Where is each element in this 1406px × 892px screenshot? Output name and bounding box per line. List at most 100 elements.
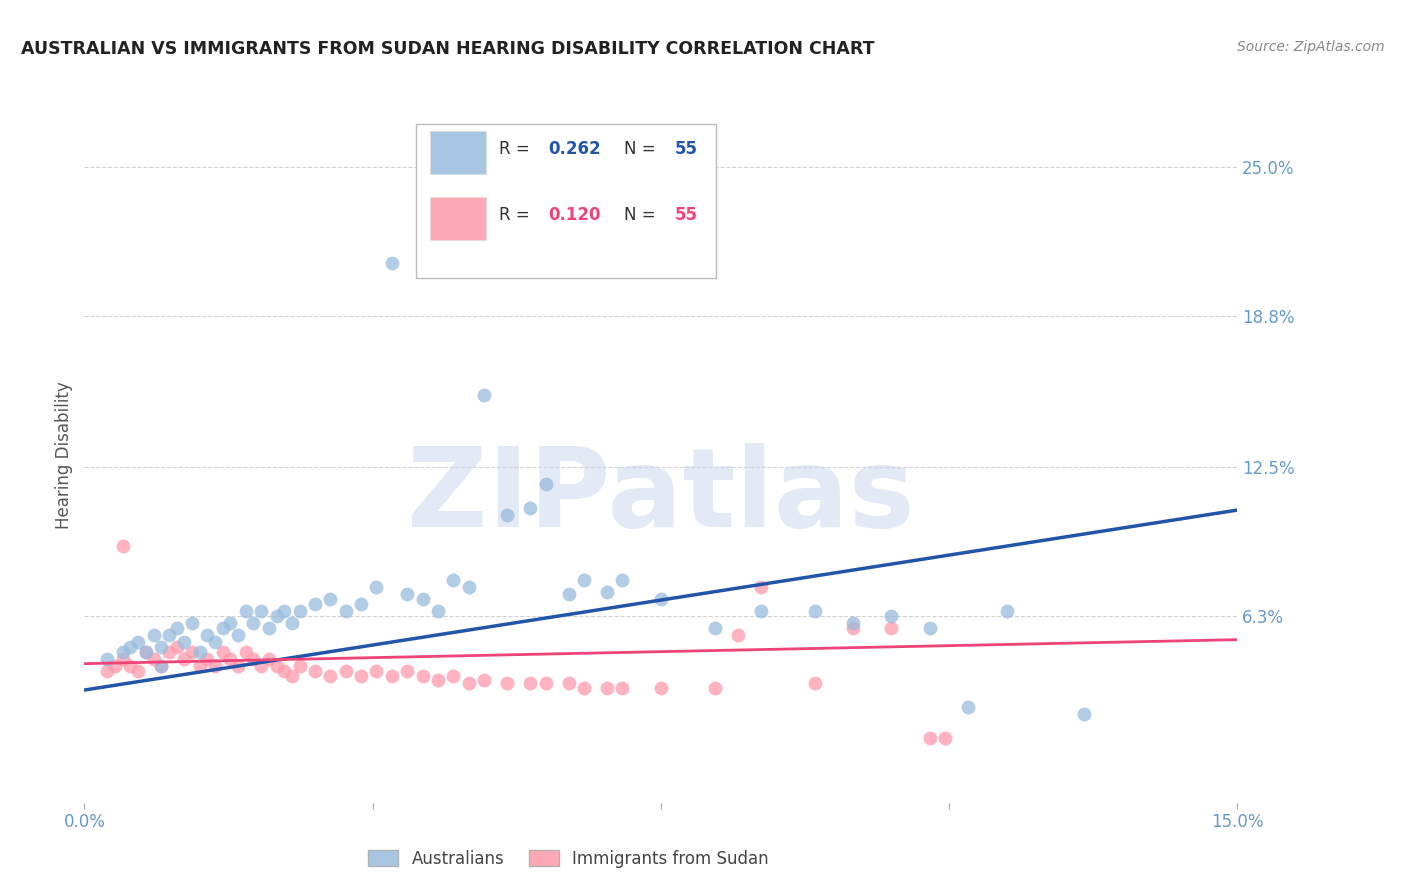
Point xyxy=(166,640,188,654)
Point xyxy=(288,604,311,618)
Point xyxy=(572,573,595,587)
Point xyxy=(273,604,295,618)
Point xyxy=(250,659,273,673)
Point xyxy=(749,604,772,618)
Point xyxy=(104,659,127,673)
Point xyxy=(496,508,519,522)
Y-axis label: Hearing Disability: Hearing Disability xyxy=(55,381,73,529)
Point xyxy=(366,664,388,678)
Point xyxy=(120,640,142,654)
Point xyxy=(918,731,941,745)
Point xyxy=(426,604,449,618)
Point xyxy=(842,615,865,630)
Point xyxy=(266,659,288,673)
Point xyxy=(157,628,180,642)
Point xyxy=(111,645,134,659)
Point xyxy=(250,604,273,618)
Point xyxy=(381,256,404,270)
Point xyxy=(472,673,495,688)
Point xyxy=(880,608,903,623)
Point xyxy=(557,676,579,690)
Point xyxy=(803,604,825,618)
Point xyxy=(918,621,941,635)
Point xyxy=(235,645,257,659)
Point xyxy=(127,635,149,649)
Text: N =: N = xyxy=(624,140,661,158)
Text: 0.262: 0.262 xyxy=(548,140,600,158)
Point xyxy=(572,681,595,695)
Point xyxy=(235,604,257,618)
Point xyxy=(150,659,173,673)
Point xyxy=(142,652,165,666)
Point xyxy=(596,584,619,599)
Text: ZIPatlas: ZIPatlas xyxy=(406,443,915,550)
Point xyxy=(173,652,195,666)
Point xyxy=(650,681,672,695)
Point xyxy=(281,668,304,682)
Point xyxy=(749,580,772,594)
Point xyxy=(281,615,304,630)
Point xyxy=(880,621,903,635)
Point xyxy=(412,668,434,682)
Point xyxy=(441,668,464,682)
Point xyxy=(242,615,264,630)
Point xyxy=(519,500,541,515)
Point xyxy=(396,664,419,678)
Point xyxy=(127,664,149,678)
Point xyxy=(803,676,825,690)
Point xyxy=(319,668,342,682)
Text: R =: R = xyxy=(499,206,536,224)
Text: 55: 55 xyxy=(675,206,697,224)
Point xyxy=(150,659,173,673)
Point xyxy=(188,659,211,673)
Point xyxy=(335,604,357,618)
Point xyxy=(381,668,404,682)
Point xyxy=(650,591,672,606)
Point xyxy=(273,664,295,678)
Point xyxy=(204,659,226,673)
Point xyxy=(288,659,311,673)
Point xyxy=(257,652,280,666)
Text: N =: N = xyxy=(624,206,661,224)
Point xyxy=(204,635,226,649)
Point xyxy=(226,659,249,673)
Text: AUSTRALIAN VS IMMIGRANTS FROM SUDAN HEARING DISABILITY CORRELATION CHART: AUSTRALIAN VS IMMIGRANTS FROM SUDAN HEAR… xyxy=(21,40,875,58)
FancyBboxPatch shape xyxy=(416,124,716,277)
Point xyxy=(135,645,157,659)
Text: 0.120: 0.120 xyxy=(548,206,600,224)
FancyBboxPatch shape xyxy=(430,197,485,240)
Point xyxy=(304,597,326,611)
Point xyxy=(396,587,419,601)
Point xyxy=(150,640,173,654)
Legend: Australians, Immigrants from Sudan: Australians, Immigrants from Sudan xyxy=(361,843,776,874)
Point xyxy=(496,676,519,690)
Point xyxy=(426,673,449,688)
Point xyxy=(727,628,749,642)
Point xyxy=(457,676,479,690)
Text: 55: 55 xyxy=(675,140,697,158)
Point xyxy=(96,664,118,678)
Point xyxy=(995,604,1018,618)
Text: Source: ZipAtlas.com: Source: ZipAtlas.com xyxy=(1237,40,1385,54)
Point xyxy=(457,580,479,594)
Point xyxy=(135,645,157,659)
Point xyxy=(111,652,134,666)
Point xyxy=(166,621,188,635)
Point xyxy=(142,628,165,642)
Point xyxy=(366,580,388,594)
Point xyxy=(173,635,195,649)
Point xyxy=(181,645,204,659)
Point xyxy=(120,659,142,673)
Point xyxy=(257,621,280,635)
Point xyxy=(703,621,725,635)
Point xyxy=(226,628,249,642)
Point xyxy=(335,664,357,678)
Point xyxy=(350,597,373,611)
Point xyxy=(195,628,218,642)
Point xyxy=(188,645,211,659)
Point xyxy=(211,645,233,659)
Point xyxy=(472,388,495,402)
Point xyxy=(211,621,233,635)
Point xyxy=(842,621,865,635)
Text: R =: R = xyxy=(499,140,536,158)
